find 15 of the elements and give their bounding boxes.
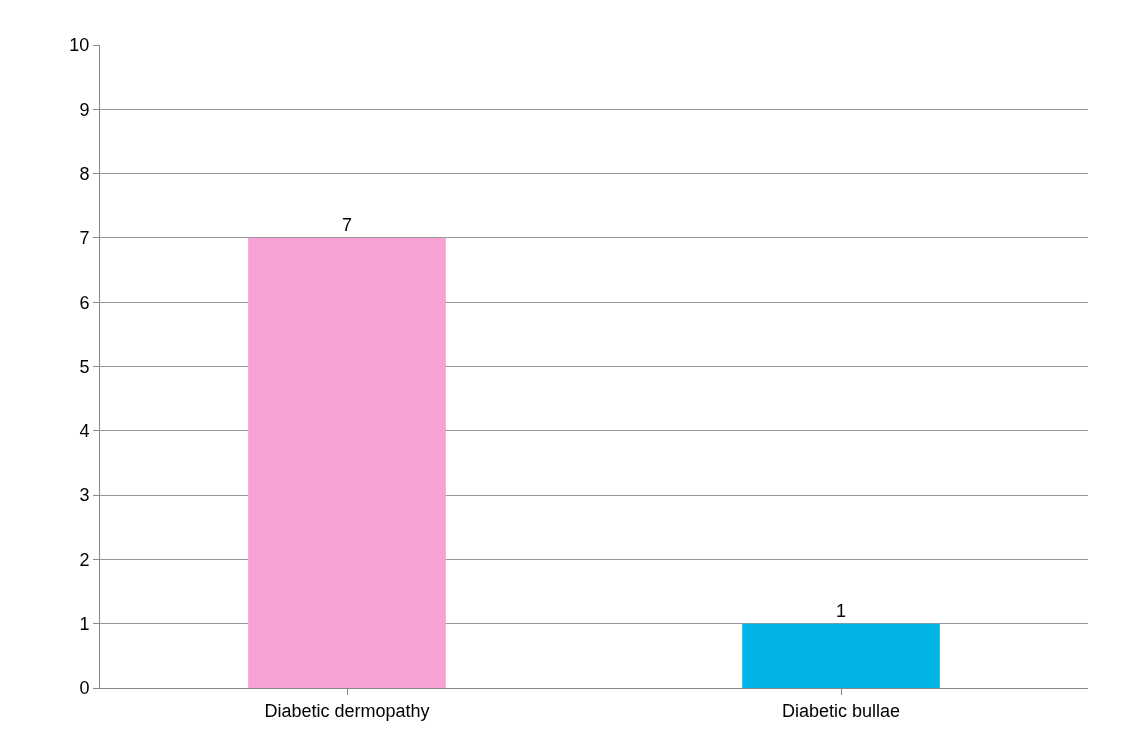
y-tick-label: 5 [79,356,90,377]
y-tick-label: 0 [79,678,90,699]
y-tick-label: 10 [69,35,90,56]
y-tick-label: 7 [79,228,90,249]
y-tick-label: 6 [79,292,90,313]
y-tick-label: 9 [79,99,90,120]
x-tick-label: Diabetic dermopathy [264,700,430,721]
x-tick-label: Diabetic bullae [781,700,901,721]
y-tick-label: 4 [79,421,90,442]
y-tick-label: 3 [79,485,90,506]
data-label: 7 [341,214,353,235]
y-tick-label: 1 [79,614,90,634]
data-label: 1 [835,600,847,621]
y-tick-label: 2 [79,549,90,570]
y-tick-label: 8 [79,163,90,184]
